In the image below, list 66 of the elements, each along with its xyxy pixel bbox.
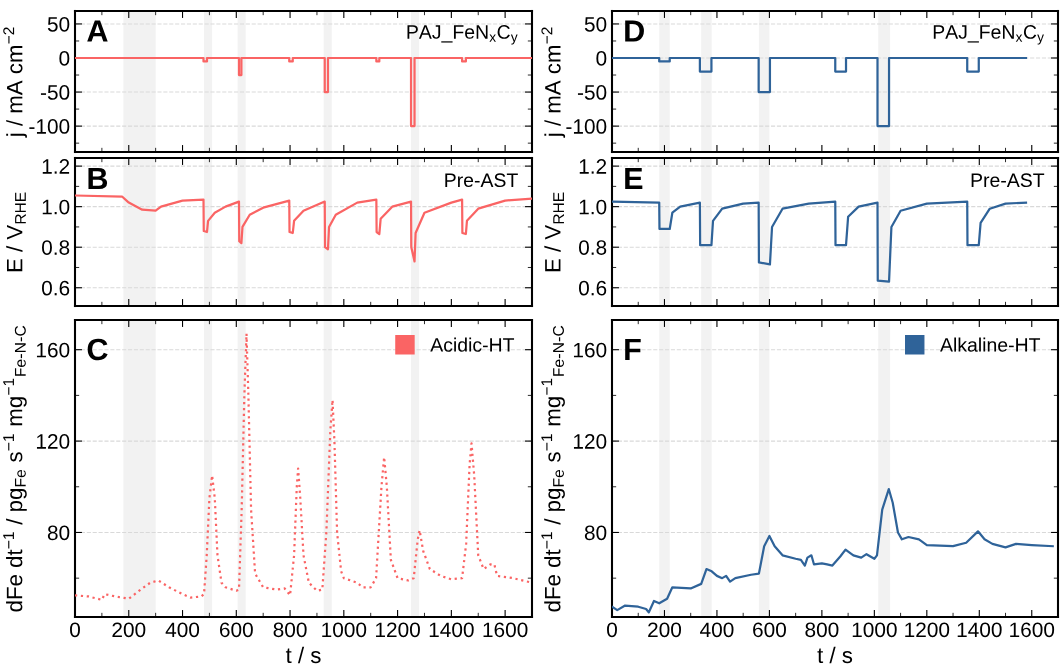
x-tick-label: 1400	[957, 622, 1002, 638]
y-tick-label: 160	[36, 342, 70, 358]
y-tick-label: 120	[573, 434, 607, 449]
legend-label: Alkaline-HT	[940, 337, 1041, 352]
y-tick-label: -50	[40, 85, 70, 100]
y-tick-label: 0.8	[41, 240, 70, 255]
y-tick-label: 0	[596, 51, 607, 66]
y-tick-label: 50	[47, 16, 70, 32]
x-tick-label: 1200	[376, 622, 420, 638]
x-tick-label: 1200	[905, 622, 950, 638]
x-axis-title: t / s	[817, 646, 853, 664]
legend-label: Acidic-HT	[430, 337, 515, 352]
text: dFe dt$^{−1}$ / pg$_{Fe}$ s$^{−1}$ mg$^{−1}$$_{Fe-N-C}$	[541, 325, 565, 612]
y-tick-label: 80	[584, 525, 607, 541]
y-tick-label: 50	[584, 16, 607, 32]
y-tick-label: 1.0	[42, 199, 70, 215]
y-axis-title: j / mA cm$^{−2}$	[3, 27, 27, 138]
y-tick-label: -100	[29, 119, 70, 134]
chart-title: B	[88, 168, 108, 190]
chart-title: A	[87, 20, 108, 42]
annotation: Pre-AST	[445, 173, 518, 188]
line-series	[75, 56, 532, 128]
y-tick-label: 80	[47, 525, 70, 541]
y-tick-label: 1.0	[579, 199, 607, 215]
x-tick-label: 1000	[322, 622, 367, 638]
line-series	[612, 56, 1028, 128]
x-tick-label: 600	[753, 622, 786, 638]
chart-title: F	[625, 338, 641, 360]
x-tick-label: 0	[70, 622, 80, 638]
y-axis-title: E / V$_{RHE}$	[544, 192, 564, 272]
x-tick-label: 200	[112, 622, 146, 638]
x-tick-label: 1600	[483, 622, 528, 638]
y-tick-label: 160	[573, 342, 607, 358]
chart-title: C	[87, 338, 108, 361]
x-tick-label: 200	[648, 622, 682, 638]
y-tick-label: 0.8	[578, 240, 607, 255]
annotation: PAJ_FeN$_{x}$C$_{y}$	[407, 25, 518, 45]
y-tick-label: 1.2	[579, 159, 607, 174]
x-tick-label: 800	[805, 622, 839, 638]
y-tick-label: 1.2	[42, 159, 70, 174]
x-tick-label: 0	[607, 622, 617, 638]
y-axis-title: j / mA cm$^{−2}$	[541, 27, 566, 138]
y-tick-label: -100	[566, 119, 607, 134]
x-tick-label: 400	[700, 622, 734, 638]
line-series	[75, 194, 532, 263]
line-series	[612, 200, 1028, 283]
x-tick-label: 1400	[429, 622, 474, 638]
x-tick-label: 1600	[1010, 622, 1055, 638]
y-tick-label: 120	[36, 434, 70, 449]
y-tick-label: -50	[577, 85, 607, 100]
y-tick-label: 0.6	[41, 280, 70, 296]
annotation: Pre-AST	[971, 173, 1045, 188]
annotation: PAJ_FeN$_{x}$C$_{y}$	[933, 25, 1044, 45]
x-tick-label: 1000	[852, 622, 897, 638]
chart-title: D	[625, 20, 644, 42]
y-axis-title: E / V$_{RHE}$	[6, 192, 26, 272]
y-tick-label: 0.6	[578, 280, 607, 296]
x-tick-label: 600	[219, 622, 253, 638]
line-series	[612, 487, 1054, 614]
text: dFe dt$^{−1}$ / pg$_{Fe}$ s$^{−1}$ mg$^{−1}$$_{Fe-N-C}$	[3, 325, 27, 612]
line-series	[75, 332, 532, 601]
chart-title: E	[625, 168, 643, 190]
x-tick-label: 400	[165, 622, 200, 638]
x-tick-label: 800	[273, 622, 307, 638]
y-tick-label: 0	[59, 51, 70, 66]
x-axis-title: t / s	[285, 646, 321, 664]
